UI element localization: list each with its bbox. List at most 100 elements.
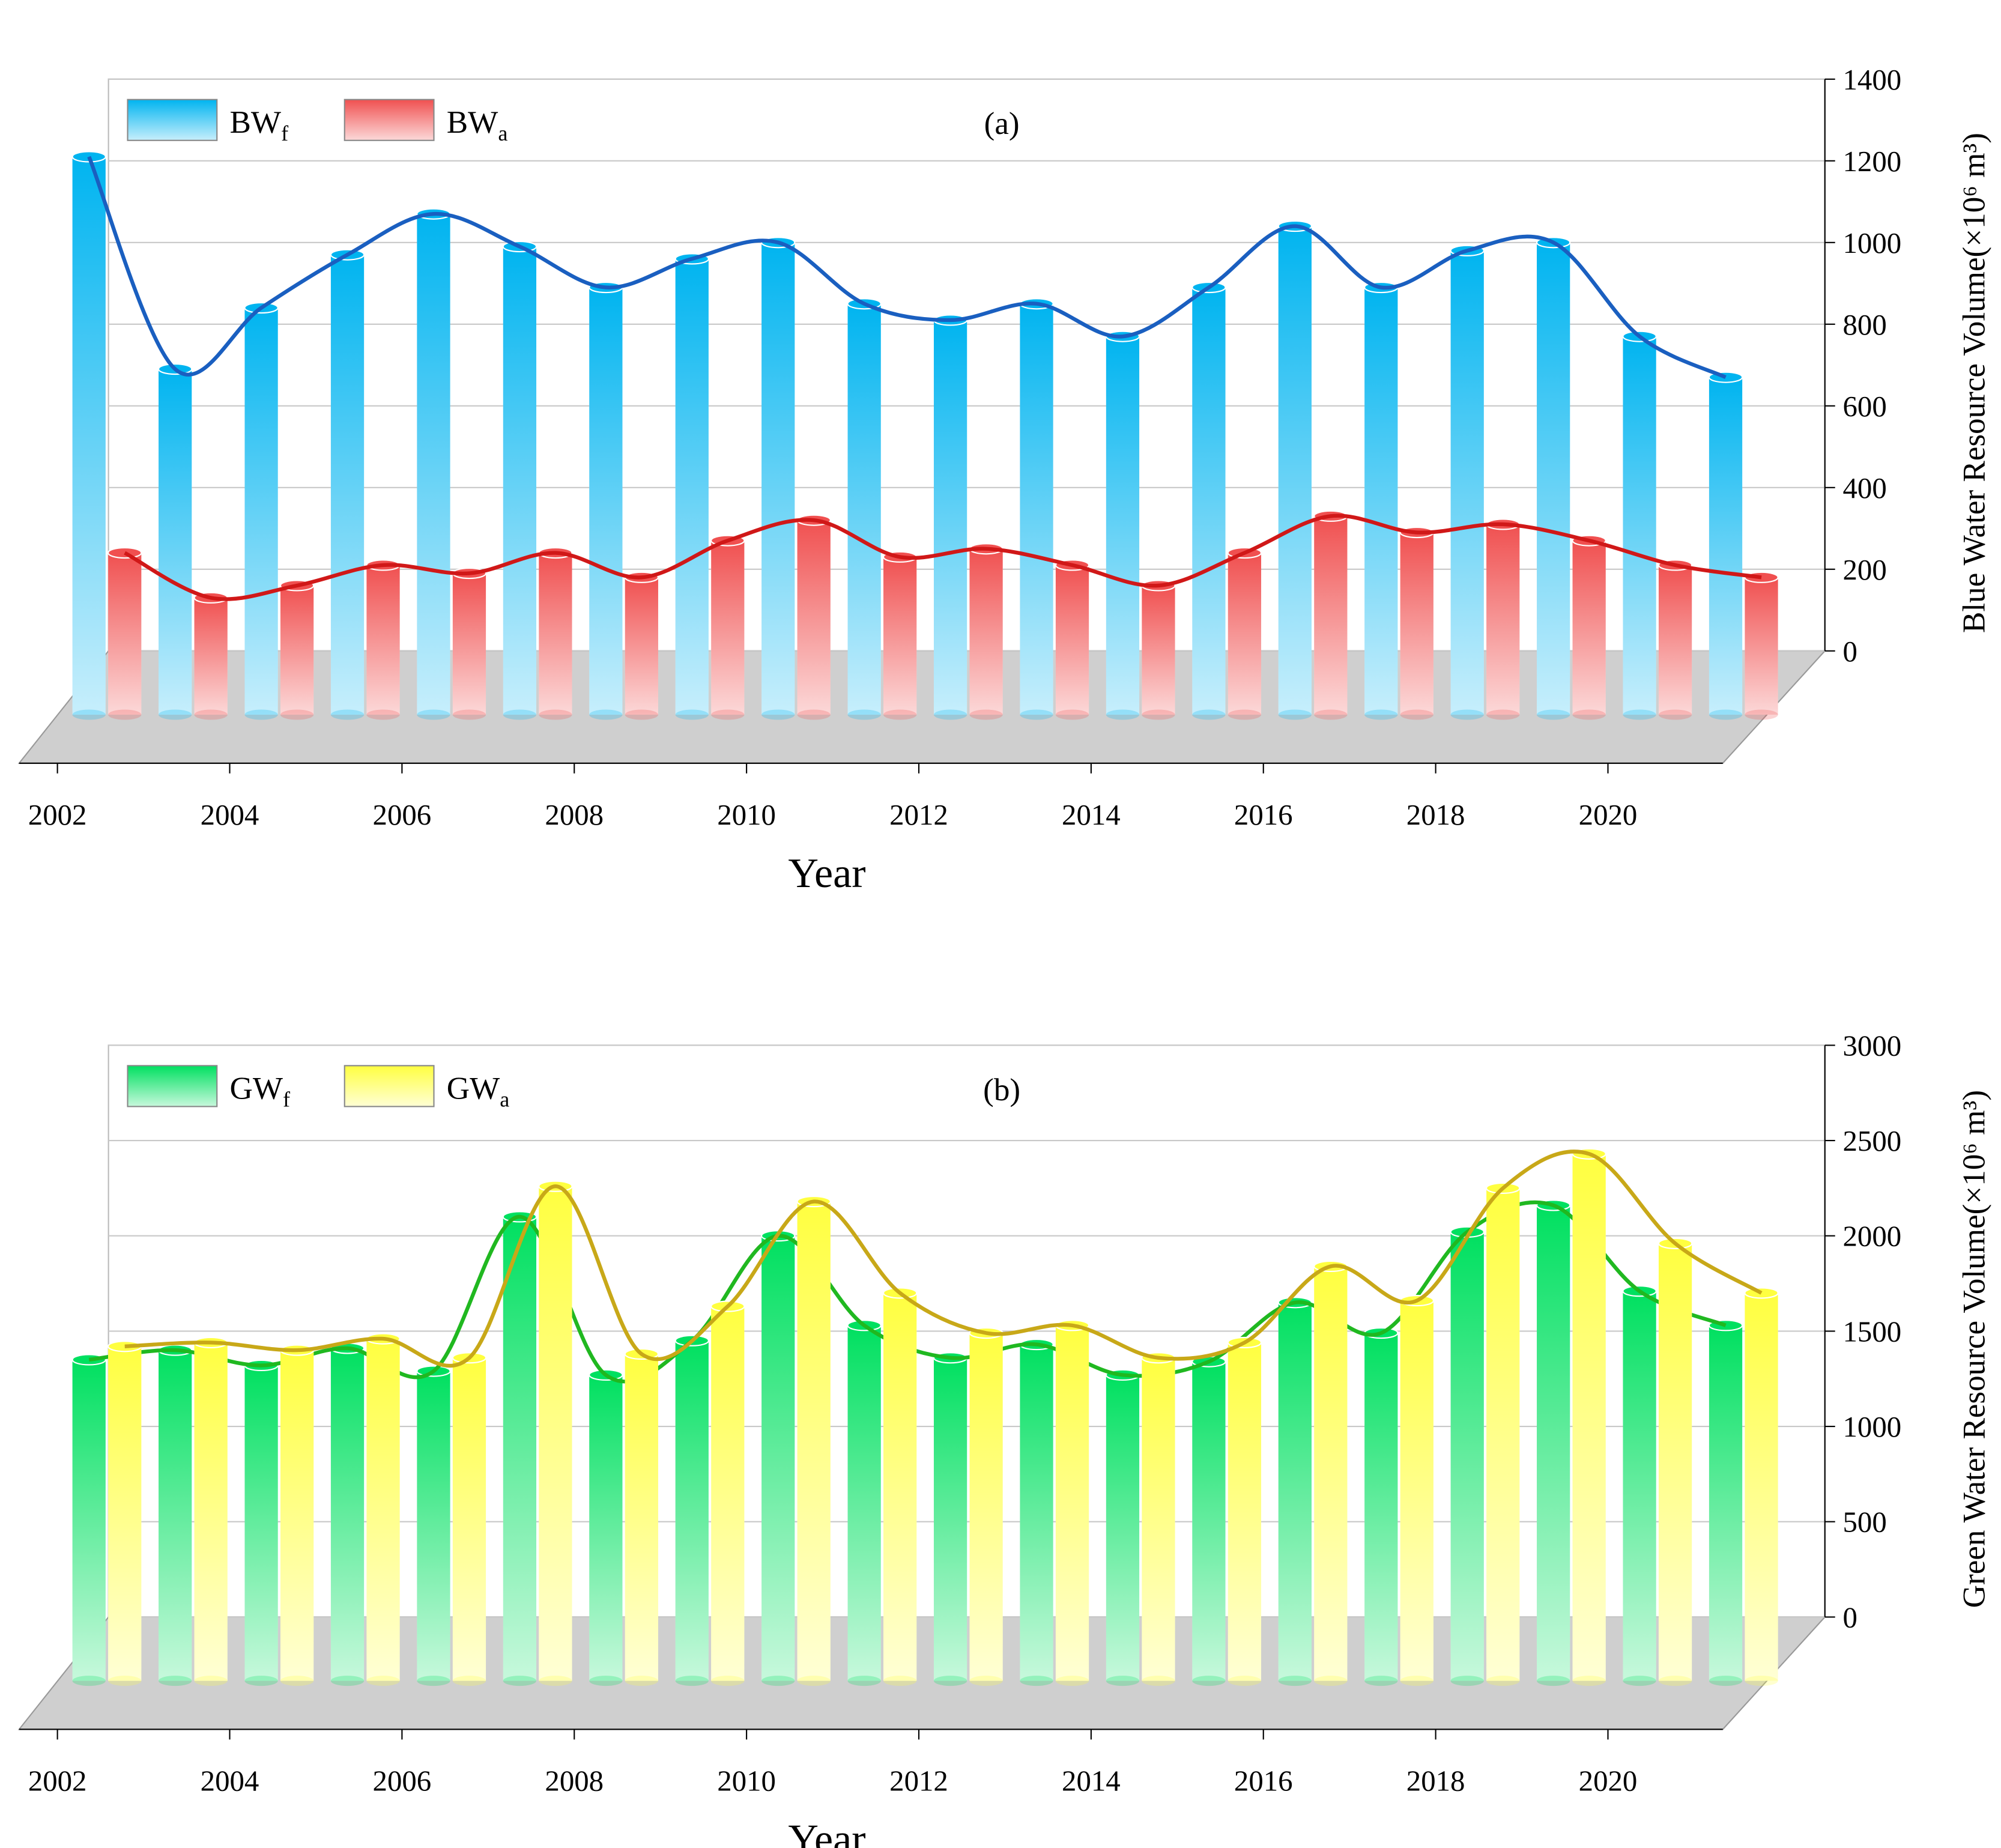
y-tick-label: 0 xyxy=(1843,1601,1857,1634)
bar xyxy=(1228,1342,1262,1681)
x-tick-label: 2008 xyxy=(545,1764,604,1797)
legend-swatch xyxy=(127,98,218,141)
bar-base xyxy=(1106,709,1140,720)
bar-base xyxy=(1364,1676,1398,1686)
bar-base xyxy=(933,1676,967,1686)
bar-base xyxy=(1709,1676,1743,1686)
bar-base xyxy=(625,1676,658,1686)
bar xyxy=(280,585,314,715)
bar xyxy=(1142,585,1175,715)
bar xyxy=(761,242,795,715)
bar-base xyxy=(883,709,917,720)
bar xyxy=(194,1342,228,1681)
bar-base xyxy=(452,1676,486,1686)
bar xyxy=(1709,377,1743,715)
bar-base xyxy=(1486,709,1520,720)
bar-base xyxy=(933,709,967,720)
bar-base xyxy=(72,709,106,720)
bar-base xyxy=(503,1676,537,1686)
x-tick-label: 2006 xyxy=(373,798,432,831)
bar-base xyxy=(330,709,365,720)
bar-base xyxy=(1623,1676,1656,1686)
bar-base xyxy=(366,709,400,720)
bar xyxy=(883,557,917,715)
bar-base xyxy=(539,1676,572,1686)
bar-base xyxy=(969,1676,1003,1686)
bar-base xyxy=(675,709,709,720)
bar-base xyxy=(1400,709,1433,720)
bar-base xyxy=(797,709,831,720)
bar xyxy=(366,1339,400,1681)
bar xyxy=(244,307,278,715)
bar xyxy=(933,320,967,715)
bar xyxy=(244,1365,278,1681)
y-tick-label: 1000 xyxy=(1843,1410,1902,1443)
bar-base xyxy=(1020,1676,1053,1686)
bar xyxy=(1192,1362,1226,1681)
bar-base xyxy=(1537,709,1570,720)
x-tick-label: 2004 xyxy=(201,798,259,831)
bar-base xyxy=(883,1676,917,1686)
bar xyxy=(1228,553,1262,715)
bar-base xyxy=(244,709,278,720)
x-tick-label: 2016 xyxy=(1234,1764,1293,1797)
legend-label: BWf xyxy=(230,105,289,145)
bar-base xyxy=(159,709,192,720)
bar xyxy=(933,1357,967,1681)
bar-base xyxy=(366,1676,400,1686)
bar-base xyxy=(1278,1676,1312,1686)
bar xyxy=(675,1341,709,1681)
bar xyxy=(1314,516,1348,715)
bar-base xyxy=(675,1676,709,1686)
bar-base xyxy=(1192,1676,1226,1686)
x-tick-label: 2012 xyxy=(889,1764,948,1797)
y-tick-label: 0 xyxy=(1843,635,1857,668)
bar xyxy=(1537,242,1570,715)
bar xyxy=(711,541,745,715)
x-tick-label: 2008 xyxy=(545,798,604,831)
y-tick-label: 1200 xyxy=(1843,145,1902,178)
bar xyxy=(1106,336,1140,715)
bar-base xyxy=(761,1676,795,1686)
bar-base xyxy=(847,709,881,720)
bar xyxy=(1486,1188,1520,1681)
bar xyxy=(625,577,658,715)
x-tick-label: 2014 xyxy=(1062,1764,1121,1797)
bar-base xyxy=(1228,709,1262,720)
trend-line xyxy=(87,156,1727,380)
bar-base xyxy=(1364,709,1398,720)
y-tick-label: 3000 xyxy=(1843,1029,1902,1062)
x-tick-label: 2010 xyxy=(717,798,776,831)
y-axis-title: Blue Water Resource Volume(×10⁶ m³) xyxy=(1957,133,1991,633)
bar-base xyxy=(847,1676,881,1686)
y-tick-label: 2000 xyxy=(1843,1220,1902,1253)
x-tick-label: 2010 xyxy=(717,1764,776,1797)
bar xyxy=(159,369,192,715)
bar-base xyxy=(1572,709,1606,720)
bar-base xyxy=(280,709,314,720)
y-tick-label: 2500 xyxy=(1843,1124,1902,1157)
bar-base xyxy=(1055,709,1089,720)
bar-base xyxy=(108,709,142,720)
bar-base xyxy=(159,1676,192,1686)
bar-base xyxy=(503,709,537,720)
bar xyxy=(1020,1344,1053,1681)
bar xyxy=(761,1235,795,1681)
bar xyxy=(1623,336,1656,715)
x-tick-label: 2020 xyxy=(1579,798,1638,831)
bar-base xyxy=(1314,1676,1348,1686)
bar-base xyxy=(452,709,486,720)
y-tick-label: 1500 xyxy=(1843,1315,1902,1348)
bar xyxy=(589,1375,623,1681)
y-tick-label: 200 xyxy=(1843,553,1887,586)
bar xyxy=(194,598,228,715)
y-axis-title: Green Water Resource Volume(×10⁶ m³) xyxy=(1957,1090,1991,1608)
bar xyxy=(108,1346,142,1681)
bar-base xyxy=(1450,1676,1484,1686)
bar-base xyxy=(244,1676,278,1686)
bar xyxy=(1314,1266,1348,1681)
bar xyxy=(452,1357,486,1681)
bar-base xyxy=(1658,1676,1692,1686)
bar-base xyxy=(1450,709,1484,720)
